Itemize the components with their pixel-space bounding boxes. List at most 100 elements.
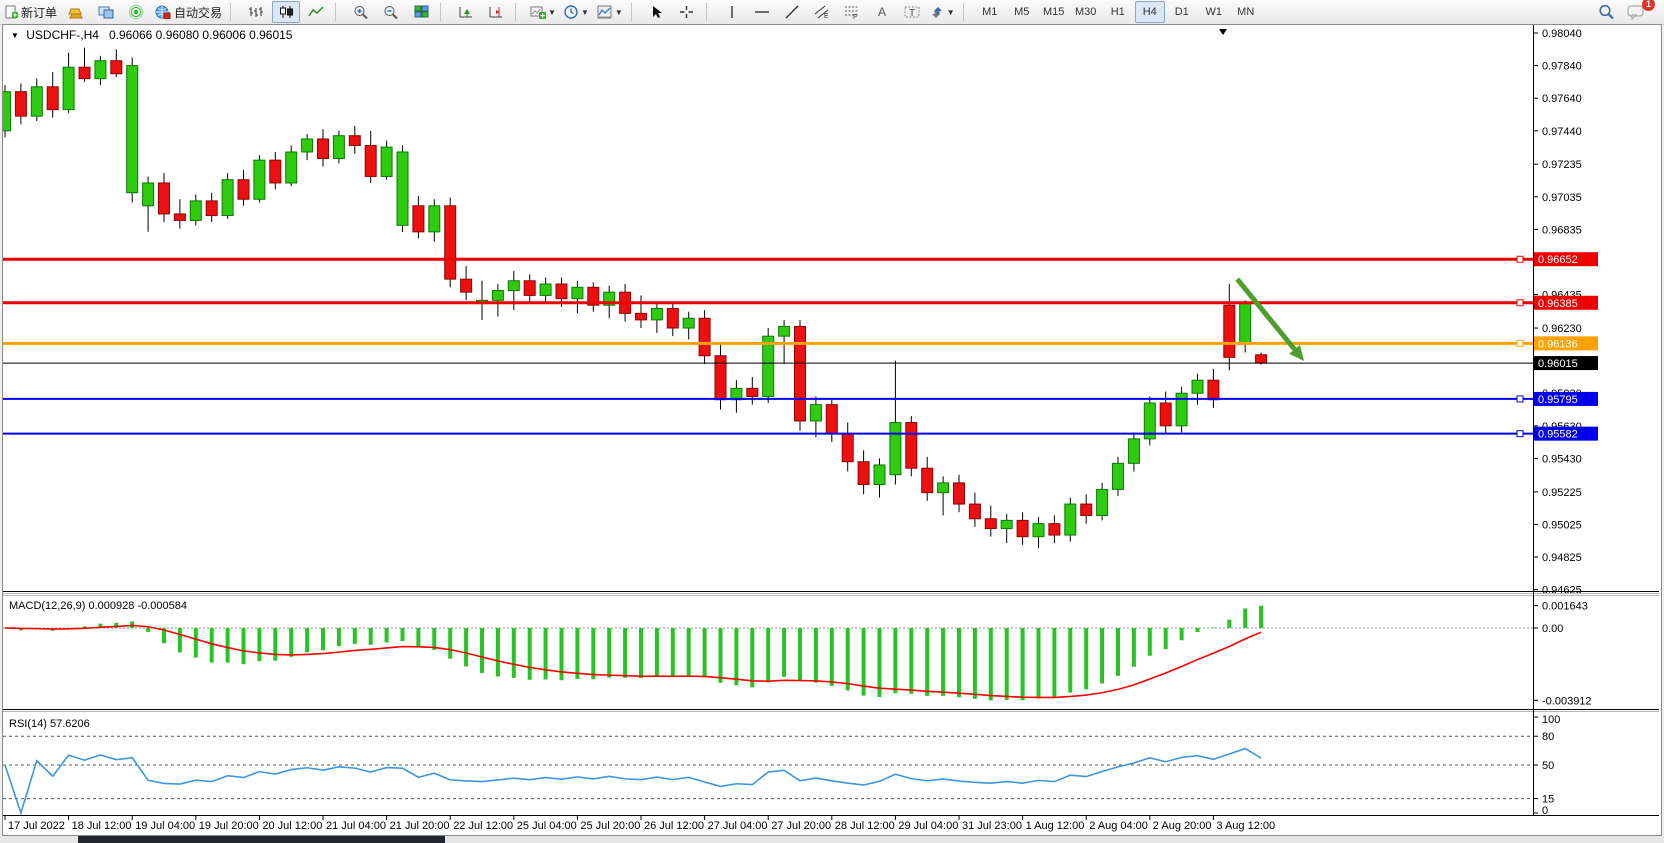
timeframe-button-m1[interactable]: M1 xyxy=(982,6,998,18)
cursor-button[interactable] xyxy=(643,1,671,23)
search-button[interactable] xyxy=(1592,1,1620,23)
timeframe-button-mn[interactable]: MN xyxy=(1237,6,1255,18)
rsi-axis-label: 100 xyxy=(1542,714,1560,726)
candle-body xyxy=(650,307,663,321)
bar-chart-icon xyxy=(248,5,264,19)
timeframe-button-h1[interactable]: H1 xyxy=(1110,6,1125,18)
templates-button[interactable]: ▼ xyxy=(594,1,626,23)
time-axis-label: 25 Jul 20:00 xyxy=(580,820,640,832)
candle-body xyxy=(301,138,314,153)
cursor-icon xyxy=(651,5,663,19)
time-axis-label: 17 Jul 2022 xyxy=(8,820,65,832)
timeframe-button-h4[interactable]: H4 xyxy=(1134,1,1165,23)
price-axis-label: 0.94825 xyxy=(1542,552,1582,564)
candle-body xyxy=(873,464,886,486)
chart-window: ▼ USDCHF-,H4 0.96066 0.96080 0.96006 0.9… xyxy=(0,24,1662,836)
periods-button[interactable]: ▼ xyxy=(561,1,592,23)
candle-body xyxy=(444,205,457,280)
new-order-button[interactable]: 新订单 xyxy=(1,1,60,23)
price-axis-label: 0.96835 xyxy=(1542,224,1582,236)
horizontal-line-icon xyxy=(754,5,770,19)
tile-windows-button[interactable] xyxy=(407,1,435,23)
time-axis-label: 1 Aug 12:00 xyxy=(1026,820,1085,832)
market-watch-button[interactable] xyxy=(92,1,120,23)
trendline-button[interactable] xyxy=(778,1,806,23)
zoom-out-icon xyxy=(383,5,399,20)
candle-body xyxy=(1112,462,1124,490)
zoom-out-button[interactable] xyxy=(377,1,405,23)
vertical-line-button[interactable] xyxy=(718,1,746,23)
arrow-line xyxy=(1235,277,1297,351)
crosshair-button[interactable] xyxy=(673,1,701,23)
candle-body xyxy=(78,66,91,80)
price-axis-label: 0.96230 xyxy=(1542,323,1582,335)
candle-body xyxy=(698,317,711,357)
rsi-axis-label: 50 xyxy=(1542,760,1554,772)
horizontal-line-button[interactable] xyxy=(748,1,776,23)
svg-text:A: A xyxy=(878,5,886,19)
rsi-indicator-label: RSI(14) 57.6206 xyxy=(9,718,90,730)
price-axis-label: 0.97235 xyxy=(1542,159,1582,171)
new-chart-button[interactable]: ▼ xyxy=(527,1,559,23)
candlestick-chart-button[interactable] xyxy=(272,1,301,23)
chart-shift-button[interactable] xyxy=(482,1,510,23)
text-button[interactable]: A xyxy=(868,1,896,23)
candle-body xyxy=(1239,303,1252,345)
candle-body xyxy=(1016,519,1029,538)
candle-body xyxy=(237,179,250,200)
auto-scroll-button[interactable] xyxy=(452,1,480,23)
candle-body xyxy=(809,404,822,422)
svg-text:F: F xyxy=(853,14,857,19)
chart-canvas[interactable]: 0.98040 0.97840 0.97640 0.97440 0.97235 0.970… xyxy=(0,25,1659,833)
signals-button[interactable] xyxy=(122,1,150,23)
new-order-page-icon xyxy=(4,5,18,19)
equidistant-channel-button[interactable]: E xyxy=(808,1,836,23)
time-axis-label: 19 Jul 20:00 xyxy=(199,820,259,832)
candlestick-chart-icon xyxy=(278,5,294,19)
text-label-button[interactable]: T xyxy=(898,1,926,23)
candle-body xyxy=(1191,379,1204,394)
trend-arrow-annotation[interactable] xyxy=(1235,277,1305,361)
chat-button[interactable]: 1 xyxy=(1622,0,1655,23)
vertical-line-icon xyxy=(727,5,737,19)
time-axis-label: 3 Aug 12:00 xyxy=(1216,820,1275,832)
collapse-triangle-icon[interactable]: ▼ xyxy=(11,31,19,40)
timeframe-button-m30[interactable]: M30 xyxy=(1075,6,1097,18)
main-toolbar: 新订单 自动交易 ▼ ▼ ▼ E F A T ▼ M1 M5 M15 M30 H1 H4 D… xyxy=(0,0,1664,25)
rsi-axis-label: 0 xyxy=(1542,805,1548,817)
candle-body xyxy=(285,151,298,184)
time-axis-label: 19 Jul 04:00 xyxy=(135,820,195,832)
candle-body xyxy=(110,60,123,75)
line-chart-button[interactable] xyxy=(302,1,330,23)
candle-body xyxy=(158,182,170,215)
rsi-axis-label: 15 xyxy=(1542,794,1554,806)
auto-trading-button[interactable]: 自动交易 xyxy=(152,1,225,23)
fibonacci-button[interactable]: F xyxy=(838,1,866,23)
zoom-in-button[interactable] xyxy=(347,1,375,23)
time-axis-label: 21 Jul 04:00 xyxy=(326,820,386,832)
timeframe-button-w1[interactable]: W1 xyxy=(1205,6,1222,18)
candle-body xyxy=(348,135,361,146)
level-line-marker xyxy=(1516,430,1524,438)
symbol-period-label: USDCHF-,H4 xyxy=(26,28,99,42)
level-line-marker xyxy=(1516,255,1524,263)
quotes-button[interactable] xyxy=(62,1,90,23)
candle-body xyxy=(173,213,186,221)
timeframe-button-m15[interactable]: M15 xyxy=(1043,6,1065,18)
fibonacci-icon: F xyxy=(844,5,860,19)
bar-chart-button[interactable] xyxy=(242,1,270,23)
chevron-down-icon: ▼ xyxy=(580,7,589,17)
macd-axis-label: 0.00 xyxy=(1542,623,1563,635)
candle-body xyxy=(396,151,409,226)
arrows-button[interactable]: ▼ xyxy=(928,1,958,23)
candle-body xyxy=(205,200,218,217)
candle-body xyxy=(428,205,441,233)
candle-body xyxy=(94,60,107,80)
timeframe-button-d1[interactable]: D1 xyxy=(1174,6,1189,18)
candle-body xyxy=(984,518,997,530)
candle-body xyxy=(635,312,647,321)
candle-body xyxy=(746,387,759,397)
equidistant-channel-icon: E xyxy=(814,5,830,19)
price-axis-label: 0.97035 xyxy=(1542,192,1582,204)
timeframe-button-m5[interactable]: M5 xyxy=(1014,6,1030,18)
